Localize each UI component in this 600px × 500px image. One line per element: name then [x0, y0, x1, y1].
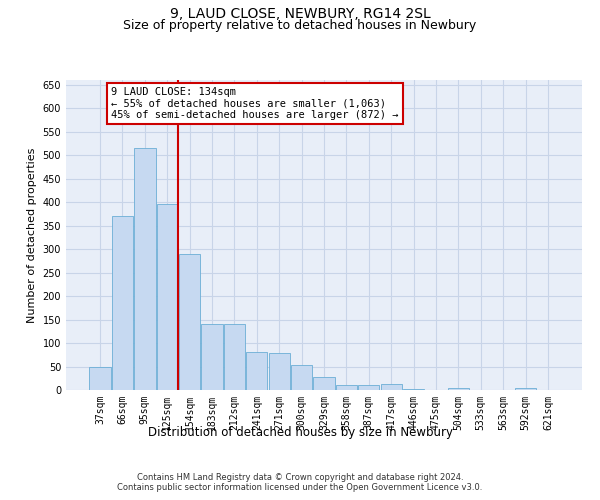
Text: 9 LAUD CLOSE: 134sqm
← 55% of detached houses are smaller (1,063)
45% of semi-de: 9 LAUD CLOSE: 134sqm ← 55% of detached h… [111, 87, 399, 120]
Text: Distribution of detached houses by size in Newbury: Distribution of detached houses by size … [148, 426, 452, 439]
Bar [112, 216, 133, 390]
Bar [358, 386, 379, 390]
Bar [336, 385, 357, 390]
Bar [313, 377, 335, 390]
Bar [380, 384, 402, 390]
Bar [89, 366, 111, 390]
Text: Contains HM Land Registry data © Crown copyright and database right 2024.
Contai: Contains HM Land Registry data © Crown c… [118, 473, 482, 492]
Bar [515, 388, 536, 390]
Bar [202, 324, 223, 390]
Bar [134, 148, 155, 390]
Bar [224, 324, 245, 390]
Bar [179, 254, 200, 390]
Bar [269, 354, 290, 390]
Bar [291, 365, 312, 390]
Text: Size of property relative to detached houses in Newbury: Size of property relative to detached ho… [124, 19, 476, 32]
Bar [246, 352, 268, 390]
Bar [403, 388, 424, 390]
Text: 9, LAUD CLOSE, NEWBURY, RG14 2SL: 9, LAUD CLOSE, NEWBURY, RG14 2SL [170, 8, 430, 22]
Y-axis label: Number of detached properties: Number of detached properties [27, 148, 37, 322]
Bar [448, 388, 469, 390]
Bar [157, 204, 178, 390]
